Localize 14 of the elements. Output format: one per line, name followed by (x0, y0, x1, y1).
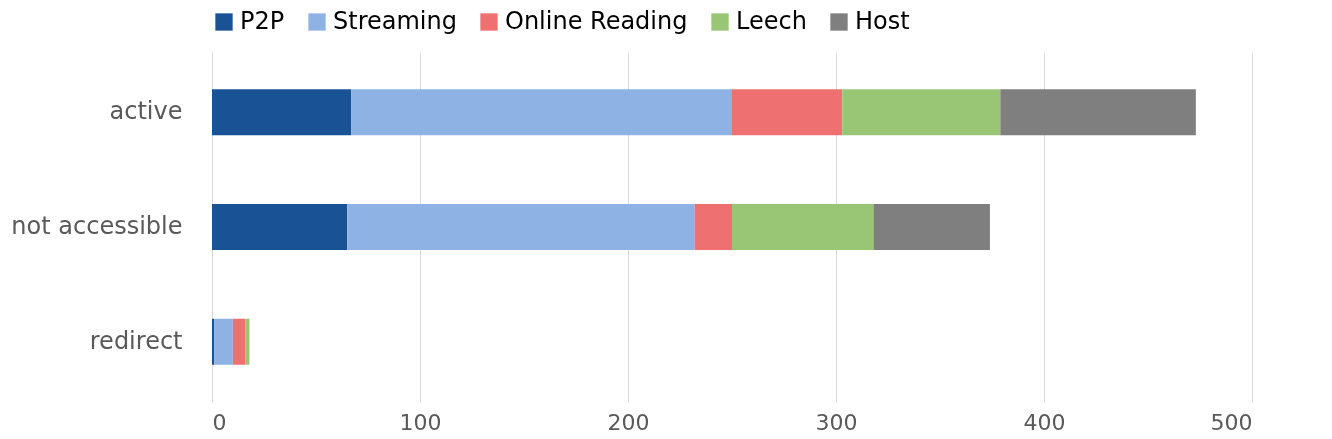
x-tick-label: 0 (212, 409, 227, 435)
y-tick-label: redirect (89, 326, 183, 355)
legend-label: P2P (240, 7, 285, 35)
legend-label: Host (855, 7, 910, 35)
legend-label: Online Reading (505, 7, 688, 35)
x-tick-label: 400 (1023, 409, 1066, 435)
x-tick-label: 200 (607, 409, 650, 435)
x-tick-label: 500 (1210, 409, 1253, 435)
x-tick-label: 300 (815, 409, 858, 435)
x-tick-label: 100 (399, 409, 442, 435)
legend-label: Leech (736, 7, 807, 35)
legend-label: Streaming (333, 7, 457, 35)
y-tick-label: not accessible (11, 212, 183, 240)
y-tick-label: active (109, 97, 183, 126)
